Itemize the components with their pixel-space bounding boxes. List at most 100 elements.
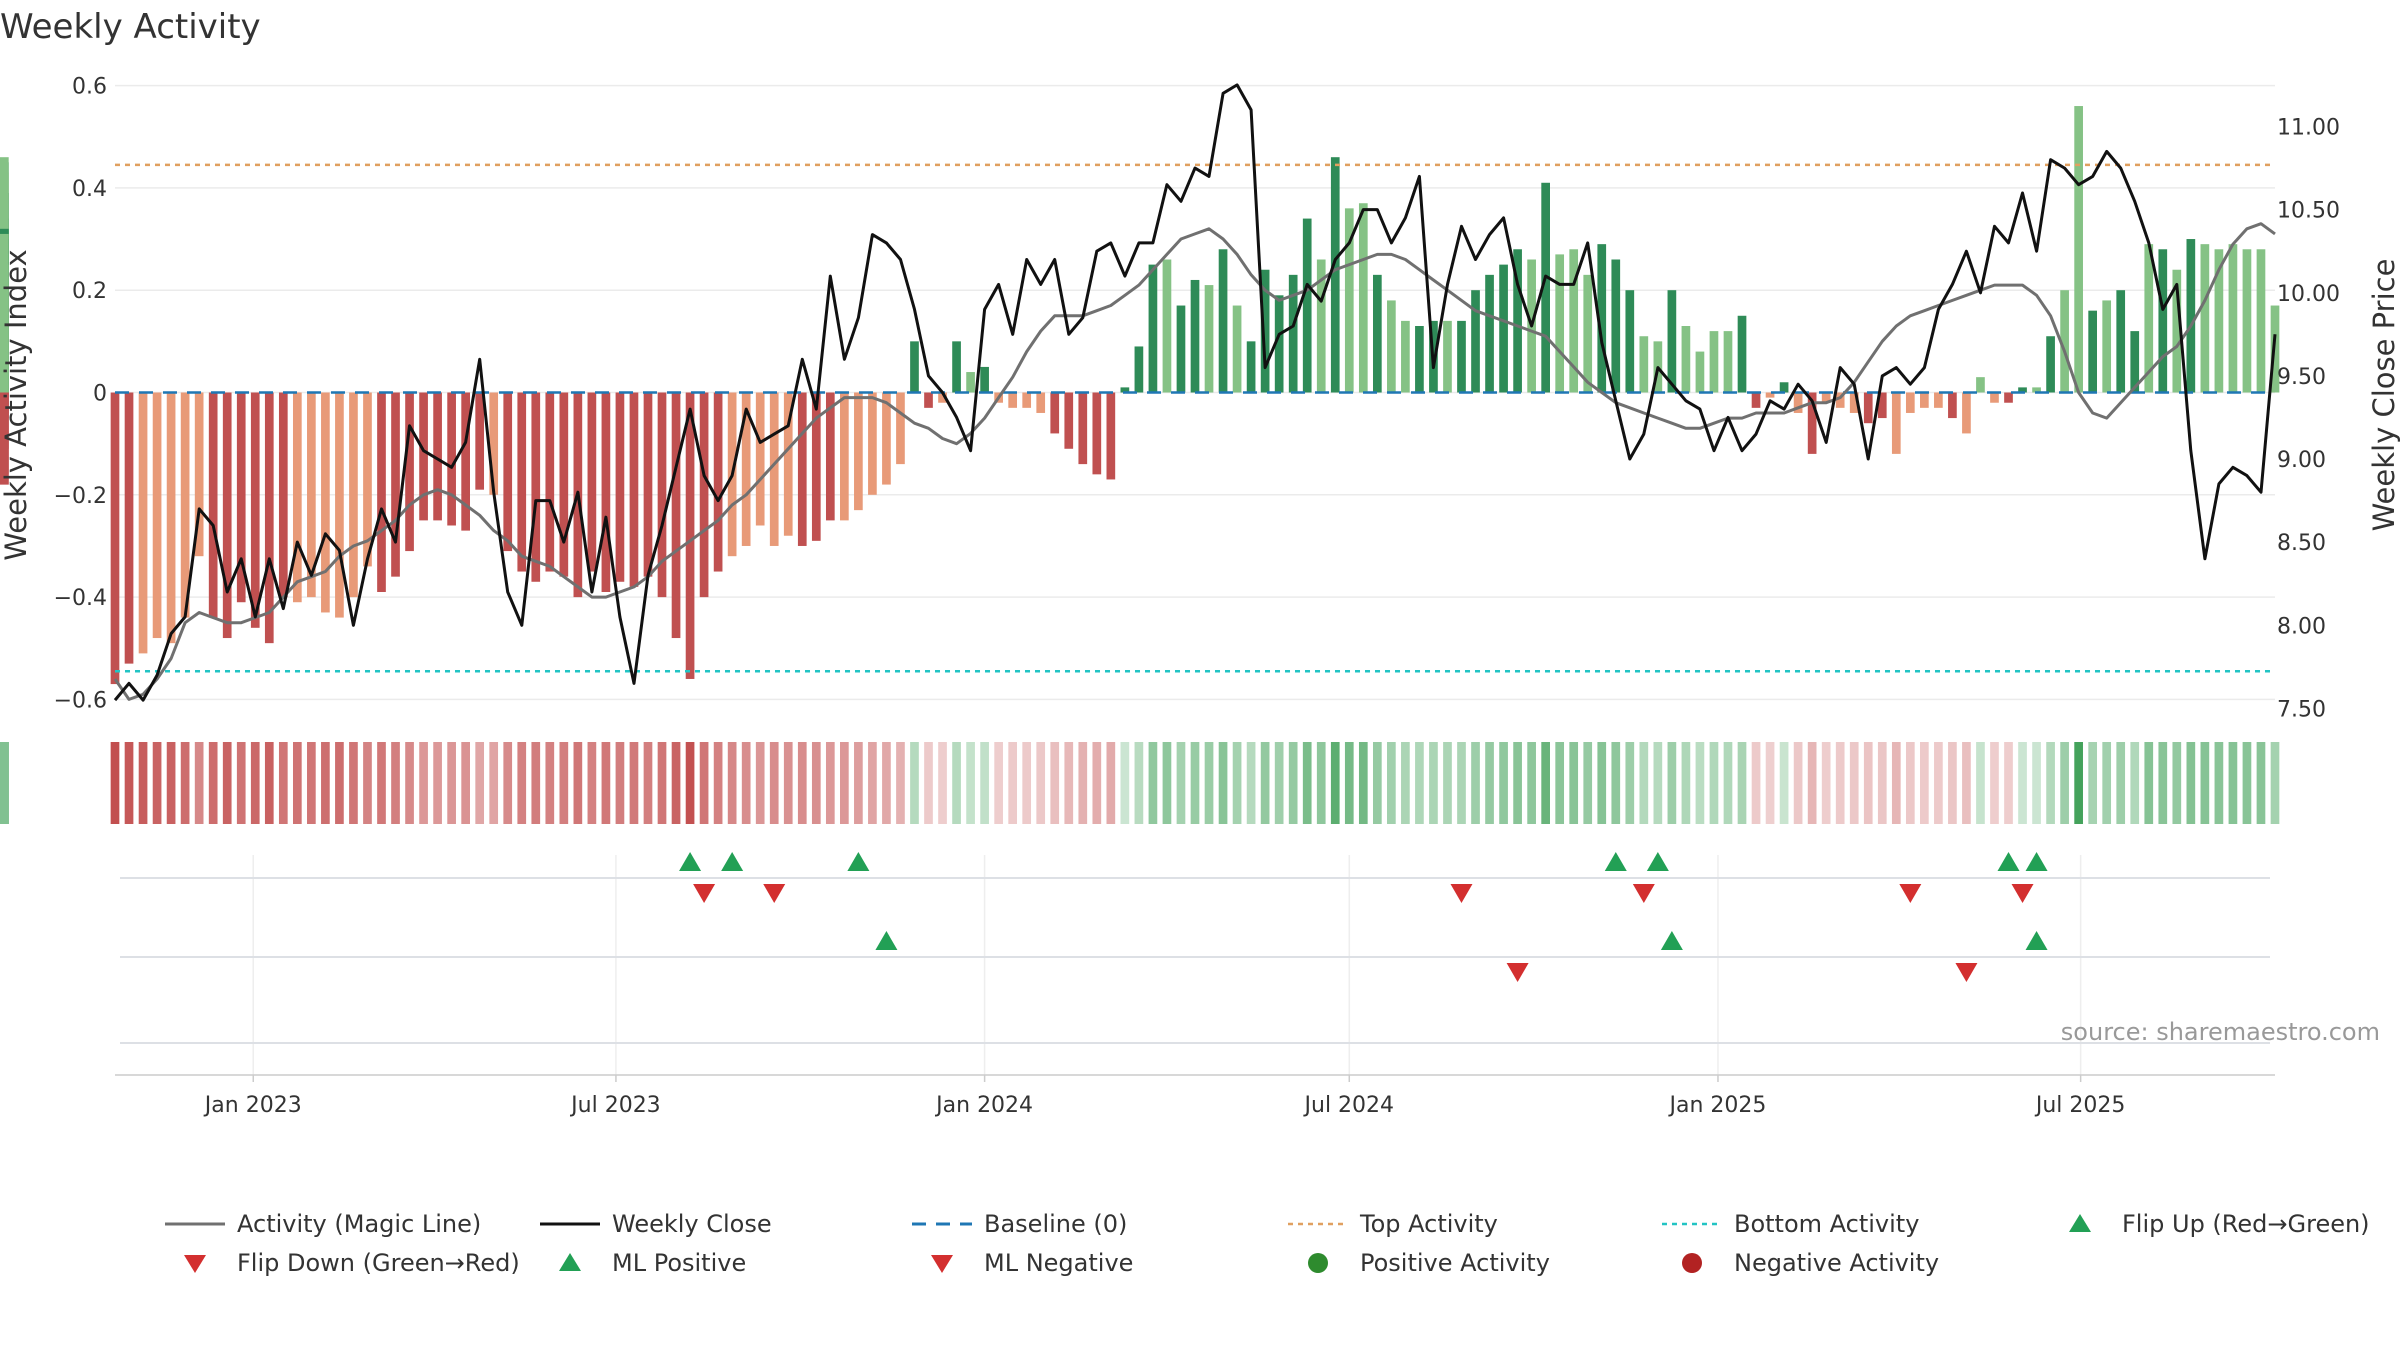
activity-bar (1471, 290, 1480, 393)
heat-cell (1218, 742, 1228, 824)
activity-bar (924, 392, 933, 408)
activity-bar (601, 392, 611, 592)
heat-cell (811, 742, 821, 824)
activity-bar (1667, 290, 1677, 393)
activity-bar (166, 392, 176, 644)
heat-cell (1863, 742, 1873, 824)
activity-bar (643, 392, 653, 577)
heat-cell (1527, 742, 1536, 824)
heat-cell (208, 742, 218, 824)
heat-cell (152, 742, 162, 824)
flip-down-marker (1899, 884, 1922, 903)
heat-cell (1246, 742, 1256, 824)
activity-bar (0, 392, 9, 419)
heat-cell (1905, 742, 1915, 824)
activity-bar (2242, 249, 2252, 393)
y-right-tick-label: 10.00 (2277, 282, 2340, 307)
activity-bar (1990, 392, 1999, 403)
ml-negative-marker (1955, 963, 1978, 982)
activity-bar (2158, 249, 2168, 393)
activity-bar (1948, 392, 1957, 419)
heat-cell (1639, 742, 1649, 824)
heat-cell (994, 742, 1003, 824)
heat-cell (713, 742, 723, 824)
activity-bar (1022, 392, 1032, 408)
activity-bar (222, 392, 232, 639)
legend-label: Bottom Activity (1734, 1210, 1919, 1238)
heat-cell (952, 742, 961, 824)
heat-cell (896, 742, 905, 824)
legend-item: Positive Activity (1308, 1249, 1550, 1277)
heat-cell (769, 742, 779, 824)
activity-bar (349, 392, 358, 598)
activity-bar (1639, 336, 1649, 393)
activity-bar (419, 392, 428, 521)
heat-cell (1162, 742, 1172, 824)
activity-bar (447, 392, 456, 526)
heat-cell (475, 742, 485, 824)
y-right-tick-label: 10.50 (2277, 199, 2340, 224)
heat-cell (194, 742, 204, 824)
heat-cell (264, 742, 274, 824)
heat-cell (1022, 742, 1032, 824)
activity-bar (2256, 249, 2266, 393)
heat-cell (545, 742, 555, 824)
activity-bar (1737, 315, 1747, 393)
legend-circle-swatch (1308, 1253, 1328, 1273)
activity-bar (1835, 392, 1845, 408)
activity-bar (797, 392, 807, 546)
activity-bar (1176, 305, 1186, 393)
activity-bar (236, 392, 246, 603)
activity-bar (1976, 377, 1985, 393)
y-left-tick-label: 0.6 (72, 75, 107, 100)
activity-bar (461, 392, 470, 531)
activity-bar (545, 392, 555, 572)
activity-bar (615, 392, 625, 582)
x-tick-label: Jan 2023 (203, 1093, 302, 1118)
heat-cell (1891, 742, 1901, 824)
activity-bar (1008, 392, 1018, 408)
heat-cell (1106, 742, 1116, 824)
activity-bar (910, 341, 919, 393)
heat-cell (1695, 742, 1705, 824)
activity-bar (755, 392, 765, 526)
activity-bar (335, 392, 344, 618)
heat-cell (938, 742, 947, 824)
activity-bar (980, 366, 989, 393)
heat-cell (1036, 742, 1046, 824)
chart-title: Weekly Activity (0, 7, 261, 47)
activity-bar (1415, 326, 1424, 393)
heat-cell (1260, 742, 1270, 824)
x-tick-label: Jul 2025 (2034, 1093, 2126, 1118)
heat-cell (2116, 742, 2126, 824)
heat-cell (419, 742, 428, 824)
y-right-tick-label: 8.00 (2277, 614, 2326, 639)
activity-bar (2116, 290, 2126, 393)
heat-cell (1008, 742, 1018, 824)
heat-cell (363, 742, 372, 824)
legend-item: Baseline (0) (912, 1210, 1127, 1238)
legend-item: Top Activity (1288, 1210, 1498, 1238)
heat-cell (755, 742, 765, 824)
heat-cell (1358, 742, 1368, 824)
legend-label: ML Negative (984, 1249, 1133, 1277)
activity-bar (1765, 392, 1775, 398)
heat-cell (2228, 742, 2238, 824)
heat-cell (643, 742, 653, 824)
heat-cell (1779, 742, 1789, 824)
activity-bar (1330, 157, 1340, 393)
heat-cell (1415, 742, 1424, 824)
heat-cell (741, 742, 751, 824)
activity-bar (363, 392, 372, 567)
flip-down-marker (763, 884, 786, 903)
activity-bar (1232, 305, 1242, 393)
heat-cell (377, 742, 386, 824)
activity-bar (321, 392, 330, 613)
activity-bar (531, 392, 541, 582)
source-credit: source: sharemaestro.com (2061, 1018, 2380, 1046)
heat-cell (1401, 742, 1410, 824)
activity-bar (657, 392, 667, 598)
activity-bar (1821, 392, 1831, 403)
heat-cell (2060, 742, 2069, 824)
